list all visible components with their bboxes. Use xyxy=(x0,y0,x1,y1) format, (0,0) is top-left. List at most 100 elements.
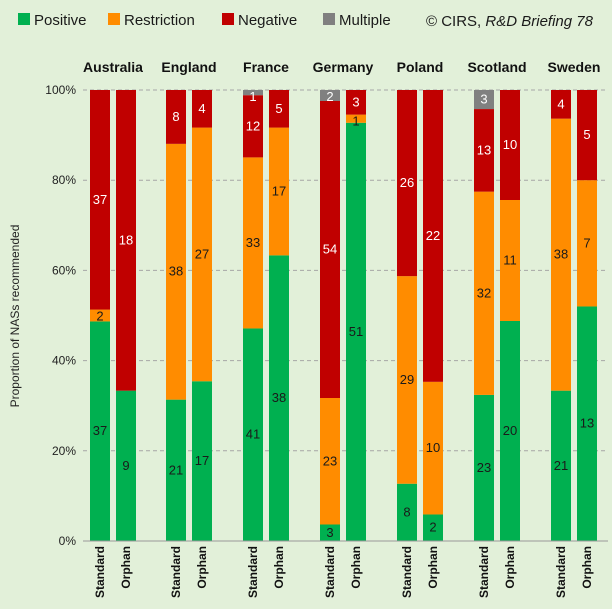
data-label-positive: 9 xyxy=(122,458,129,473)
data-label-positive: 23 xyxy=(477,460,491,475)
country-label-scotland: Scotland xyxy=(467,59,526,75)
data-label-positive: 21 xyxy=(554,458,568,473)
category-label-standard: Standard xyxy=(477,546,491,598)
country-label-france: France xyxy=(243,59,289,75)
bar-segment-restriction xyxy=(320,398,340,525)
country-label-australia: Australia xyxy=(83,59,143,75)
bars: 3723791821388172744133121381753235425113… xyxy=(90,89,597,542)
data-label-restriction: 38 xyxy=(169,264,183,279)
y-tick-label: 80% xyxy=(52,173,76,187)
bar-segment-negative xyxy=(243,95,263,158)
y-tick-label: 40% xyxy=(52,354,76,368)
category-label-orphan: Orphan xyxy=(272,546,286,589)
category-label-orphan: Orphan xyxy=(503,546,517,589)
country-labels: Australia England France Germany Poland Scotl… xyxy=(83,59,600,75)
data-label-negative: 4 xyxy=(198,101,205,116)
bar-segment-restriction xyxy=(166,143,186,400)
data-label-negative: 5 xyxy=(583,127,590,142)
gridlines xyxy=(83,89,608,452)
data-label-restriction: 2 xyxy=(96,309,103,324)
data-label-positive: 20 xyxy=(503,423,517,438)
bar-segment-negative xyxy=(397,90,417,277)
bar-segment-negative xyxy=(192,90,212,128)
legend-swatch-restriction xyxy=(108,13,120,25)
category-label-orphan: Orphan xyxy=(580,546,594,589)
data-label-negative: 54 xyxy=(323,242,337,257)
category-label-standard: Standard xyxy=(93,546,107,598)
legend-label-multiple: Multiple xyxy=(339,12,391,29)
data-label-positive: 2 xyxy=(429,520,436,535)
data-label-negative: 26 xyxy=(400,175,414,190)
bar-segment-positive xyxy=(397,483,417,541)
data-label-multiple: 3 xyxy=(480,92,487,107)
data-label-positive: 51 xyxy=(349,324,363,339)
bar-segment-restriction xyxy=(346,114,366,123)
category-label-orphan: Orphan xyxy=(349,546,363,589)
data-label-restriction: 17 xyxy=(272,183,286,198)
country-label-england: England xyxy=(161,59,216,75)
data-label-negative: 18 xyxy=(119,232,133,247)
bar-segment-positive xyxy=(269,255,289,541)
bar-segment-positive xyxy=(243,328,263,541)
bar-segment-positive xyxy=(192,381,212,541)
bar-segment-restriction xyxy=(397,276,417,484)
data-label-restriction: 32 xyxy=(477,285,491,300)
data-label-negative: 5 xyxy=(275,101,282,116)
y-tick-label: 100% xyxy=(45,83,76,97)
bar-segment-restriction xyxy=(90,309,110,322)
legend-label-restriction: Restriction xyxy=(124,12,195,29)
bar-segment-restriction xyxy=(269,127,289,256)
data-label-restriction: 7 xyxy=(583,235,590,250)
category-label-standard: Standard xyxy=(169,546,183,598)
category-label-orphan: Orphan xyxy=(426,546,440,589)
bar-segment-negative xyxy=(551,90,571,119)
data-label-negative: 10 xyxy=(503,137,517,152)
bar-segment-restriction xyxy=(551,118,571,391)
bar-segment-positive xyxy=(90,321,110,541)
legend-label-positive: Positive xyxy=(34,12,87,29)
bar-segment-negative xyxy=(116,90,136,391)
country-label-germany: Germany xyxy=(313,59,374,75)
legend-swatch-negative xyxy=(222,13,234,25)
data-label-negative: 22 xyxy=(426,228,440,243)
data-label-restriction: 33 xyxy=(246,235,260,250)
country-label-sweden: Sweden xyxy=(548,59,601,75)
bar-segment-restriction xyxy=(243,157,263,329)
data-label-restriction: 1 xyxy=(352,114,359,129)
bar-segment-restriction xyxy=(474,191,494,395)
data-label-negative: 37 xyxy=(93,192,107,207)
bar-segment-negative xyxy=(320,101,340,398)
country-label-poland: Poland xyxy=(397,59,444,75)
category-label-orphan: Orphan xyxy=(119,546,133,589)
category-label-standard: Standard xyxy=(400,546,414,598)
data-label-positive: 8 xyxy=(403,504,410,519)
bar-segment-restriction xyxy=(577,180,597,307)
category-label-standard: Standard xyxy=(246,546,260,598)
data-label-restriction: 11 xyxy=(503,253,517,268)
data-label-positive: 3 xyxy=(326,525,333,540)
data-label-negative: 12 xyxy=(246,118,260,133)
bar-segment-positive xyxy=(166,399,186,541)
data-label-restriction: 23 xyxy=(323,453,337,468)
bar-segment-negative xyxy=(474,109,494,192)
bar-segment-negative xyxy=(346,90,366,115)
bar-segment-positive xyxy=(474,394,494,541)
legend-label-negative: Negative xyxy=(238,12,297,29)
bar-segment-restriction xyxy=(423,381,443,515)
data-label-negative: 8 xyxy=(172,109,179,124)
data-label-restriction: 10 xyxy=(426,440,440,455)
data-label-positive: 21 xyxy=(169,462,183,477)
bar-segment-multiple xyxy=(474,90,494,110)
category-label-orphan: Orphan xyxy=(195,546,209,589)
bar-segment-positive xyxy=(346,122,366,542)
bar-segment-negative xyxy=(500,90,520,200)
credit-text: © CIRS, R&D Briefing 78 xyxy=(426,13,594,30)
legend-swatch-positive xyxy=(18,13,30,25)
data-label-positive: 13 xyxy=(580,416,594,431)
data-label-positive: 37 xyxy=(93,423,107,438)
data-label-negative: 3 xyxy=(352,94,359,109)
bar-segment-negative xyxy=(90,90,110,310)
credit-source: R&D Briefing 78 xyxy=(485,13,593,30)
data-label-negative: 13 xyxy=(477,142,491,157)
bar-segment-negative xyxy=(423,90,443,382)
